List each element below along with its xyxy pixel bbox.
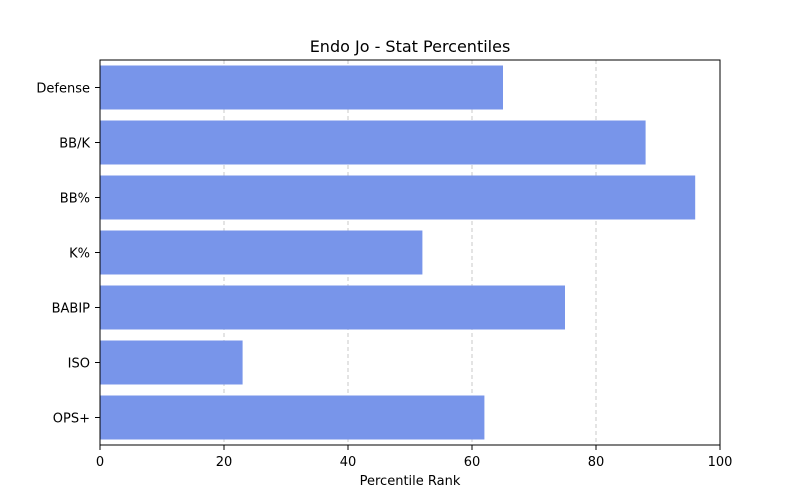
- y-tick-label: BB/K: [59, 137, 90, 152]
- bar-BB/K: [100, 120, 646, 165]
- y-axis-ticks: Defense BB/K BB% K% BABIP ISO OPS+: [36, 82, 100, 427]
- y-tick-label: BB%: [60, 192, 90, 207]
- chart-title: Endo Jo - Stat Percentiles: [310, 37, 511, 56]
- x-axis-ticks: 0 20 40 60 80 100: [96, 445, 733, 470]
- x-tick-label: 20: [216, 455, 233, 470]
- y-tick-label: Defense: [36, 82, 90, 97]
- bar-K%: [100, 230, 423, 275]
- bar-OPS+: [100, 395, 485, 440]
- x-axis-label: Percentile Rank: [360, 474, 461, 489]
- bar-ISO: [100, 340, 243, 385]
- x-tick-label: 60: [464, 455, 481, 470]
- y-tick-label: K%: [69, 247, 90, 262]
- y-tick-label: OPS+: [53, 412, 90, 427]
- y-tick-label: ISO: [68, 357, 90, 372]
- x-tick-label: 100: [708, 455, 733, 470]
- x-tick-label: 0: [96, 455, 104, 470]
- y-tick-label: BABIP: [52, 302, 91, 317]
- bars: [100, 65, 696, 440]
- x-tick-label: 80: [588, 455, 605, 470]
- bar-Defense: [100, 65, 503, 110]
- bar-BABIP: [100, 285, 565, 330]
- bar-BB%: [100, 175, 696, 220]
- x-tick-label: 40: [340, 455, 357, 470]
